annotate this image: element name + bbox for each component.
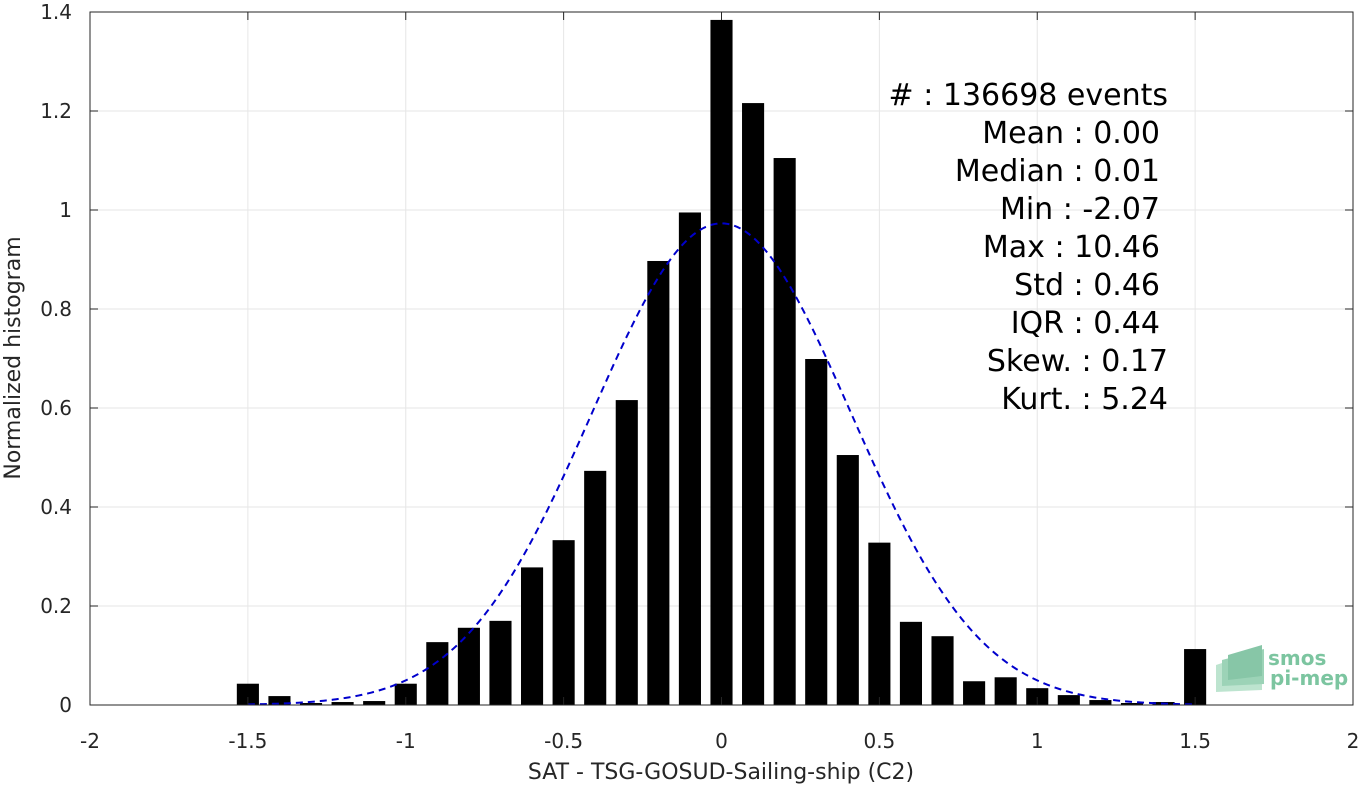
x-tick-label-7: 1.5 [1179, 729, 1211, 753]
x-tick-label-6: 1 [1031, 729, 1044, 753]
histogram-bar-30 [1184, 649, 1207, 705]
histogram-bar-11 [584, 470, 607, 705]
histogram-bar-26 [1057, 695, 1080, 705]
histogram-bar-28 [1120, 703, 1144, 705]
normal-fit-curve [247, 222, 1196, 706]
histogram-bar-9 [520, 567, 544, 705]
stat-kurt: Kurt. : 5.24 [1001, 382, 1168, 417]
histogram-bar-24 [994, 677, 1017, 705]
x-tick-label-1: -1.5 [228, 729, 267, 753]
y-axis-ticks: 0 0.2 0.4 0.6 0.8 1 1.2 1.4 [40, 0, 1353, 717]
histogram-bar-16 [742, 103, 765, 705]
histogram-bar-21 [899, 621, 923, 705]
logo-line2: pi-mep [1270, 666, 1348, 690]
histogram-bar-25 [1026, 688, 1049, 705]
x-tick-label-3: -0.5 [544, 729, 583, 753]
stat-skew: Skew. : 0.17 [987, 344, 1168, 379]
histogram-bars [236, 19, 1207, 706]
histogram-bar-20 [868, 542, 891, 705]
smos-pimep-logo: smos pi-mep [1216, 645, 1348, 692]
stat-min: Min : -2.07 [1000, 192, 1160, 227]
histogram-bar-8 [489, 620, 512, 705]
histogram-bar-3 [331, 702, 354, 705]
histogram-bar-12 [615, 400, 638, 705]
histogram-bar-15 [710, 19, 733, 706]
y-tick-label-0: 0 [59, 693, 72, 717]
y-tick-label-1: 0.2 [40, 594, 72, 618]
histogram-bar-1 [268, 696, 291, 705]
histogram-bar-23 [963, 681, 986, 705]
histogram-bar-6 [426, 642, 449, 705]
histogram-bar-19 [836, 455, 859, 705]
y-tick-label-4: 0.8 [40, 297, 72, 321]
histogram-bar-7 [457, 627, 480, 705]
y-tick-label-6: 1.2 [40, 99, 72, 123]
stat-events: # : 136698 events [889, 78, 1168, 113]
histogram-bar-27 [1089, 700, 1112, 705]
histogram-bar-18 [805, 358, 828, 705]
histogram-bar-22 [931, 636, 954, 705]
x-tick-label-2: -1 [396, 729, 416, 753]
x-tick-label-0: -2 [80, 729, 100, 753]
y-tick-label-2: 0.4 [40, 495, 72, 519]
stat-max: Max : 10.46 [983, 230, 1160, 265]
x-tick-label-8: 2 [1347, 729, 1360, 753]
logo-line1: smos [1268, 646, 1326, 670]
stat-median: Median : 0.01 [955, 154, 1160, 189]
histogram-bar-14 [678, 212, 701, 705]
stats-box: # : 136698 events Mean : 0.00 Median : 0… [889, 78, 1168, 417]
y-tick-label-5: 1 [59, 198, 72, 222]
histogram-bar-10 [552, 540, 575, 705]
y-tick-label-7: 1.4 [40, 0, 72, 24]
logo-waves-icon [1216, 645, 1264, 692]
histogram-bar-13 [647, 260, 670, 705]
histogram-bar-4 [363, 701, 386, 705]
histogram-bar-17 [773, 158, 796, 705]
x-tick-label-5: 0.5 [863, 729, 895, 753]
x-axis-ticks: -2 -1.5 -1 -0.5 0 0.5 1 1.5 2 [80, 12, 1359, 753]
histogram-bar-2 [299, 703, 323, 705]
stat-iqr: IQR : 0.44 [1011, 306, 1160, 341]
y-axis-label: Normalized histogram [1, 236, 26, 479]
histogram-bar-5 [394, 683, 417, 705]
histogram-bar-0 [236, 683, 259, 705]
stat-mean: Mean : 0.00 [982, 116, 1160, 151]
stat-std: Std : 0.46 [1014, 268, 1160, 303]
x-tick-label-4: 0 [715, 729, 728, 753]
y-tick-label-3: 0.6 [40, 396, 72, 420]
x-axis-label: SAT - TSG-GOSUD-Sailing-ship (C2) [528, 760, 914, 785]
